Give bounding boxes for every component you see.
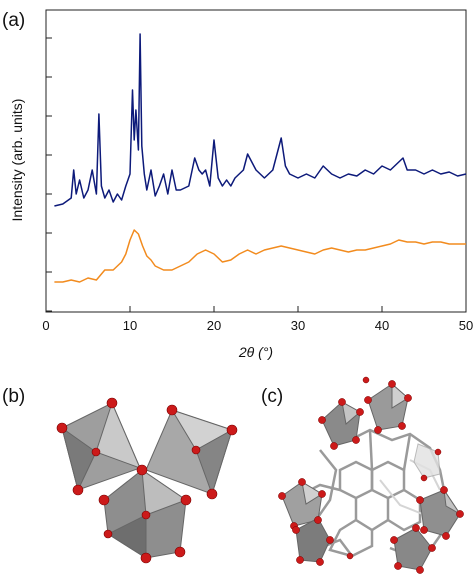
cage-framework-figure (278, 376, 464, 574)
panel-c-label: (c) (261, 386, 284, 407)
polyhedra-trimer-figure (56, 397, 238, 564)
y-axis-title: Intensity (arb. units) (9, 99, 25, 222)
series-line-1 (54, 229, 466, 283)
x-axis-title: 2θ (°) (238, 344, 273, 360)
x-tick-label: 30 (291, 318, 305, 333)
x-tick-label: 0 (42, 318, 49, 333)
series-line-0 (54, 33, 467, 207)
x-tick-label: 50 (459, 318, 473, 333)
x-tick-label: 20 (207, 318, 221, 333)
plot-frame (45, 9, 467, 313)
x-tick-label: 40 (375, 318, 389, 333)
x-ticks: 0 10 20 30 40 50 (42, 306, 473, 333)
panel-b-label: (b) (2, 386, 26, 407)
panel-a-label: (a) (2, 10, 26, 31)
y-ticks (46, 37, 52, 312)
x-tick-label: 10 (123, 318, 137, 333)
series-layer (54, 33, 467, 283)
